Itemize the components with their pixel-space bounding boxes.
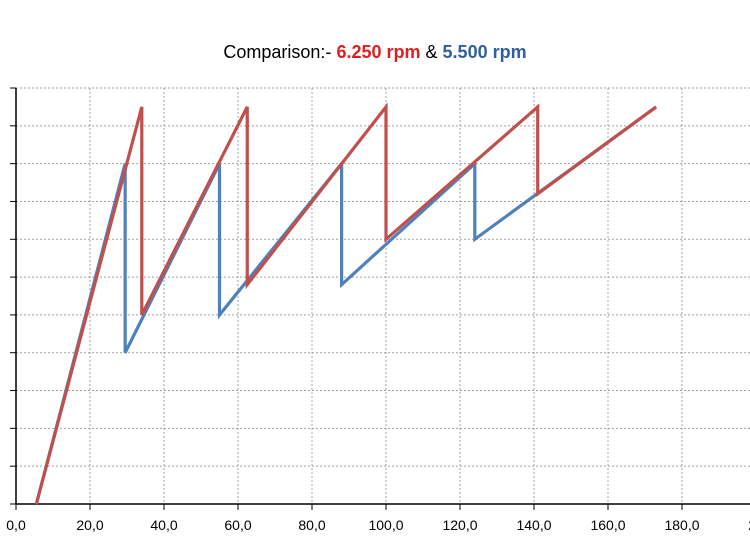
x-tick-label: 180,0 bbox=[664, 517, 699, 533]
x-tick-label: 20 bbox=[748, 517, 750, 533]
chart-title: Comparison:- 6.250 rpm & 5.500 rpm bbox=[0, 42, 750, 63]
x-tick-label: 40,0 bbox=[150, 517, 177, 533]
series-line-1 bbox=[34, 105, 658, 505]
x-tick-label: 20,0 bbox=[76, 517, 103, 533]
x-tick-label: 160,0 bbox=[590, 517, 625, 533]
x-tick-label: 80,0 bbox=[298, 517, 325, 533]
series-line-2 bbox=[34, 102, 658, 505]
title-amp: & bbox=[425, 42, 438, 62]
title-rpm-1: 6.250 rpm bbox=[336, 42, 421, 62]
x-tick-label: 140,0 bbox=[516, 517, 551, 533]
title-prefix: Comparison:- bbox=[223, 42, 332, 62]
title-rpm-2: 5.500 rpm bbox=[442, 42, 527, 62]
x-tick-label: 120,0 bbox=[442, 517, 477, 533]
x-tick-label: 0,0 bbox=[6, 517, 26, 533]
x-tick-label: 60,0 bbox=[224, 517, 251, 533]
x-tick-label: 100,0 bbox=[368, 517, 403, 533]
